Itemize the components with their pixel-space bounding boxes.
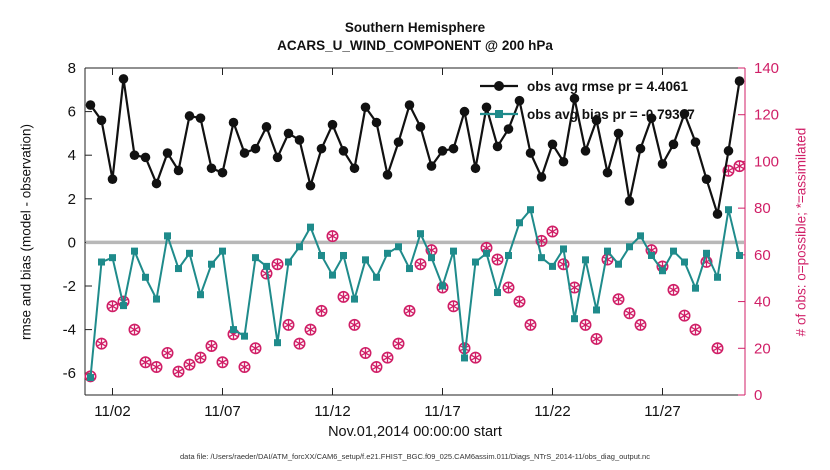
- left-axis-label: rmse and bias (model - observation): [18, 123, 34, 341]
- rmse-legend-marker-icon: [480, 81, 518, 91]
- x-tick-label: 11/22: [534, 403, 570, 420]
- right-tick-label: 0: [754, 387, 762, 404]
- x-tick-label: 11/12: [314, 403, 350, 420]
- legend-label-bias: obs avg bias pr = -0.79367: [527, 106, 695, 122]
- left-tick-label: -6: [63, 365, 76, 382]
- right-tick-label: 40: [754, 294, 771, 311]
- left-tick-label: 8: [68, 60, 76, 77]
- left-tick-label: 0: [68, 234, 76, 251]
- x-tick-label: 11/17: [424, 403, 460, 420]
- left-tick-label: 2: [68, 191, 76, 208]
- right-tick-label: 80: [754, 200, 771, 217]
- chart-title: Southern Hemisphere: [344, 20, 486, 35]
- left-tick-label: -2: [63, 278, 76, 295]
- left-tick-label: 4: [68, 147, 76, 164]
- rmse-series: [85, 74, 745, 219]
- right-tick-label: 100: [754, 153, 779, 170]
- bias-series: [87, 206, 743, 382]
- legend-label-rmse: obs avg rmse pr = 4.4061: [527, 78, 688, 94]
- right-tick-label: 20: [754, 340, 771, 357]
- right-tick-label: 140: [754, 60, 779, 77]
- legend-item-bias: obs avg bias pr = -0.79367: [478, 102, 695, 126]
- x-tick-label: 11/02: [94, 403, 130, 420]
- x-tick-label: 11/27: [644, 403, 680, 420]
- legend: obs avg rmse pr = 4.4061 obs avg bias pr…: [478, 74, 695, 126]
- x-tick-label: 11/07: [204, 403, 240, 420]
- legend-item-rmse: obs avg rmse pr = 4.4061: [478, 74, 695, 98]
- assimilated-obs-series: [86, 161, 744, 381]
- left-tick-label: 6: [68, 104, 76, 121]
- right-axis-label: # of obs: o=possible; *=assimilated: [793, 127, 809, 337]
- possible-obs-series: [84, 160, 746, 383]
- x-axis-label: Nov.01,2014 00:00:00 start: [328, 424, 502, 440]
- right-tick-label: 60: [754, 247, 771, 264]
- bias-legend-marker-icon: [480, 110, 518, 118]
- right-tick-label: 120: [754, 107, 779, 124]
- left-tick-label: -4: [63, 322, 76, 339]
- data-file-caption: data file: /Users/raeder/DAI/ATM_forcXX/…: [180, 452, 650, 461]
- chart-subtitle: ACARS_U_WIND_COMPONENT @ 200 hPa: [277, 38, 553, 53]
